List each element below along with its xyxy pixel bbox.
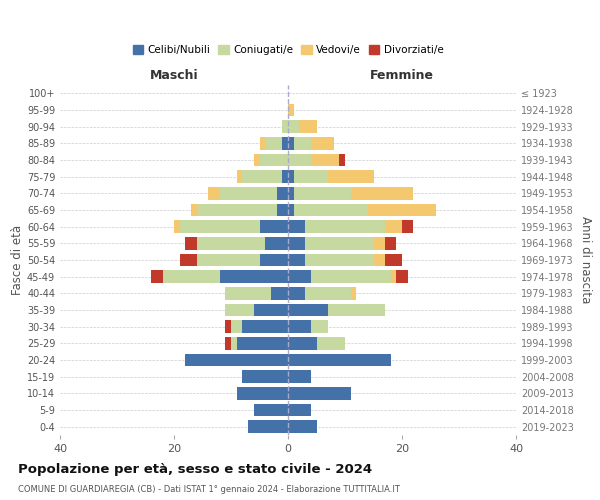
Bar	[288, 420, 317, 433]
Bar	[368, 204, 436, 216]
Bar	[180, 220, 260, 233]
Bar	[385, 220, 402, 233]
Bar	[328, 304, 385, 316]
Bar	[185, 354, 288, 366]
Text: COMUNE DI GUARDIAREGIA (CB) - Dati ISTAT 1° gennaio 2024 - Elaborazione TUTTITAL: COMUNE DI GUARDIAREGIA (CB) - Dati ISTAT…	[18, 485, 400, 494]
Bar	[231, 337, 236, 349]
Bar	[260, 137, 265, 149]
Bar	[242, 320, 288, 333]
Bar	[328, 170, 373, 183]
Bar	[391, 270, 397, 283]
Bar	[237, 170, 242, 183]
Bar	[254, 154, 260, 166]
Bar	[283, 170, 288, 183]
Legend: Celibi/Nubili, Coniugati/e, Vedovi/e, Divorziati/e: Celibi/Nubili, Coniugati/e, Vedovi/e, Di…	[128, 41, 448, 60]
Bar	[288, 404, 311, 416]
Bar	[226, 287, 271, 300]
Bar	[288, 104, 294, 117]
Bar	[242, 370, 288, 383]
Bar	[197, 237, 265, 250]
Bar	[288, 304, 328, 316]
Text: Popolazione per età, sesso e stato civile - 2024: Popolazione per età, sesso e stato civil…	[18, 462, 372, 475]
Y-axis label: Anni di nascita: Anni di nascita	[579, 216, 592, 304]
Bar	[288, 287, 305, 300]
Bar	[385, 237, 396, 250]
Bar	[288, 354, 391, 366]
Bar	[288, 137, 294, 149]
Bar	[294, 170, 328, 183]
Bar	[220, 187, 277, 200]
Bar	[220, 270, 288, 283]
Bar	[271, 287, 288, 300]
Bar	[317, 337, 345, 349]
Bar	[248, 420, 288, 433]
Bar	[350, 187, 413, 200]
Bar	[288, 337, 317, 349]
Bar	[265, 237, 288, 250]
Bar	[288, 154, 311, 166]
Bar	[305, 254, 373, 266]
Bar	[288, 320, 311, 333]
Bar	[197, 204, 277, 216]
Bar	[288, 370, 311, 383]
Bar	[151, 270, 163, 283]
Bar	[242, 170, 283, 183]
Bar	[402, 220, 413, 233]
Bar	[283, 137, 288, 149]
Bar	[283, 120, 288, 133]
Bar	[226, 304, 254, 316]
Bar	[305, 237, 373, 250]
Bar	[236, 387, 288, 400]
Bar	[260, 220, 288, 233]
Bar	[294, 187, 350, 200]
Bar	[350, 287, 356, 300]
Bar	[226, 337, 231, 349]
Text: Maschi: Maschi	[149, 68, 199, 82]
Text: Femmine: Femmine	[370, 68, 434, 82]
Bar	[311, 270, 391, 283]
Bar	[260, 154, 288, 166]
Bar	[236, 337, 288, 349]
Bar	[311, 137, 334, 149]
Bar	[294, 137, 311, 149]
Bar	[185, 237, 197, 250]
Bar	[311, 320, 328, 333]
Y-axis label: Fasce di età: Fasce di età	[11, 225, 24, 295]
Bar	[174, 220, 180, 233]
Bar	[288, 270, 311, 283]
Bar	[260, 254, 288, 266]
Bar	[180, 254, 197, 266]
Bar	[197, 254, 260, 266]
Bar	[288, 204, 294, 216]
Bar	[288, 187, 294, 200]
Bar	[191, 204, 197, 216]
Bar	[373, 237, 385, 250]
Bar	[311, 154, 340, 166]
Bar	[340, 154, 345, 166]
Bar	[288, 254, 305, 266]
Bar	[288, 237, 305, 250]
Bar	[231, 320, 242, 333]
Bar	[288, 220, 305, 233]
Bar	[265, 137, 283, 149]
Bar	[305, 287, 351, 300]
Bar	[288, 170, 294, 183]
Bar	[277, 204, 288, 216]
Bar	[299, 120, 317, 133]
Bar	[254, 404, 288, 416]
Bar	[305, 220, 385, 233]
Bar	[277, 187, 288, 200]
Bar	[294, 204, 368, 216]
Bar	[208, 187, 220, 200]
Bar	[397, 270, 408, 283]
Bar	[373, 254, 385, 266]
Bar	[226, 320, 231, 333]
Bar	[254, 304, 288, 316]
Bar	[288, 387, 350, 400]
Bar	[163, 270, 220, 283]
Bar	[288, 120, 299, 133]
Bar	[385, 254, 402, 266]
